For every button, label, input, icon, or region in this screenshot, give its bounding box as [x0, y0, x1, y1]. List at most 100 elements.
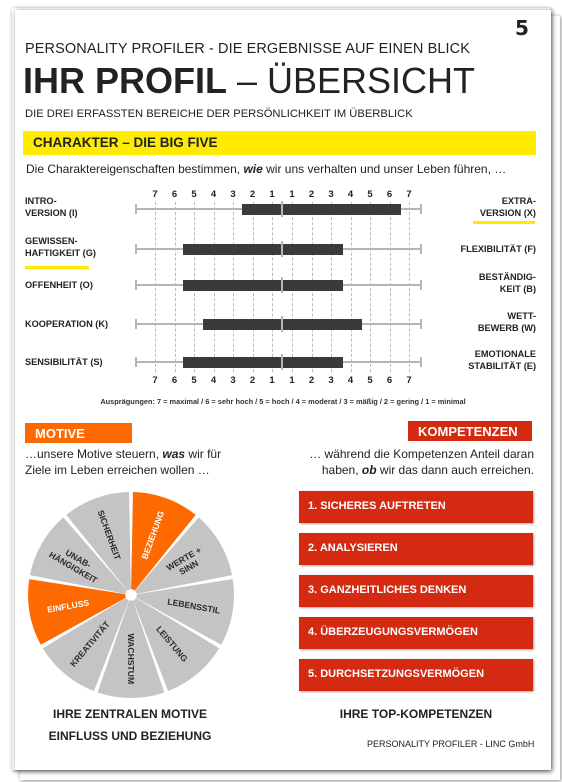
scale-tick-top-12: 6	[386, 189, 393, 200]
motive-segment-8	[29, 517, 128, 594]
scale-tick-bottom-9: 3	[328, 375, 334, 386]
kompetenz-label-1: 1. SICHERES AUFTRETEN	[308, 500, 446, 512]
scale-tick-top-8: 2	[308, 189, 315, 200]
kompetenzen-text: … während die Kompetenzen Anteil daran ha…	[294, 446, 534, 478]
gridline-13	[409, 202, 410, 372]
scale-tick-bottom-10: 4	[347, 375, 354, 386]
komp-text-b2: wir das dann auch erreichen.	[376, 463, 534, 477]
page-title: IHR PROFIL – ÜBERSICHT	[23, 60, 475, 102]
scale-tick-top-11: 5	[367, 189, 373, 200]
komp-text-a: … während die Kompetenzen Anteil daran	[309, 447, 534, 461]
scale-tick-bottom-12: 6	[386, 375, 393, 386]
trait-label-right-2: FLEXIBILITÄT (F)	[460, 244, 536, 254]
motive-segment-5	[97, 600, 165, 698]
motive-text: …unsere Motive steuern, was wir für Ziele…	[25, 446, 221, 478]
trait-label-left-3: OFFENHEIT (O)	[25, 280, 93, 290]
kompetenz-label-5: 5. DURCHSETZUNGSVERMÖGEN	[308, 668, 485, 680]
gridline-12	[389, 202, 391, 372]
axis-end-left-3	[135, 280, 137, 290]
trait-bar-5	[183, 357, 343, 368]
scale-tick-top-0: 7	[152, 189, 158, 200]
intro-text-a: Die Charaktereigenschaften bestimmen,	[26, 162, 244, 176]
scale-tick-bottom-0: 7	[152, 375, 158, 386]
page-shadow-middle: 5 PERSONALITY PROFILER - DIE ERGEBNISSE …	[12, 8, 551, 770]
highlight-gewissenhaftigkeit	[25, 266, 89, 269]
scale-tick-bottom-3: 4	[210, 375, 217, 386]
gridline-11	[370, 202, 371, 372]
trait-label-right-3: BESTÄNDIG- KEIT (B)	[478, 272, 536, 294]
title-bold: IHR PROFIL	[23, 60, 227, 101]
gridline-0	[155, 202, 156, 372]
kompetenz-label-2: 2. ANALYSIEREN	[308, 542, 398, 554]
trait-bar-2	[183, 244, 343, 255]
scale-tick-bottom-6: 1	[269, 375, 275, 386]
scale-tick-bottom-7: 1	[289, 375, 295, 386]
axis-end-left-5	[135, 357, 137, 367]
scale-tick-top-7: 1	[289, 189, 295, 200]
trait-bar-1	[241, 204, 401, 215]
center-mark-1	[281, 201, 283, 217]
motive-segment-3	[136, 579, 235, 645]
kompetenz-label-3: 3. GANZHEITLICHES DENKEN	[308, 584, 467, 596]
kompetenz-item-3: 3. GANZHEITLICHES DENKEN	[299, 575, 533, 607]
axis-end-right-2	[420, 244, 422, 254]
motive-segment-6	[42, 598, 129, 692]
scale-tick-top-4: 3	[230, 189, 236, 200]
scale-tick-bottom-4: 3	[230, 375, 236, 386]
top-heading: PERSONALITY PROFILER - DIE ERGEBNISSE AU…	[25, 41, 470, 57]
scale-tick-top-13: 7	[406, 189, 412, 200]
scale-tick-bottom-13: 7	[406, 375, 412, 386]
axis-end-left-2	[135, 244, 137, 254]
kompetenzen-heading-bar: KOMPETENZEN	[408, 421, 532, 441]
kompetenz-label-4: 4. ÜBERZEUGUNGSVERMÖGEN	[308, 626, 478, 638]
motive-text-em: was	[162, 447, 186, 461]
trait-label-left-5: SENSIBILITÄT (S)	[25, 357, 103, 367]
motive-text-a: …unsere Motive steuern,	[25, 447, 163, 461]
character-intro: Die Charaktereigenschaften bestimmen, wi…	[26, 162, 506, 176]
kompetenzen-caption: IHRE TOP-KOMPETENZEN	[339, 707, 493, 721]
kompetenz-item-5: 5. DURCHSETZUNGSVERMÖGEN	[299, 659, 533, 691]
axis-end-right-1	[420, 204, 422, 214]
character-heading-bar: CHARAKTER – DIE BIG FIVE	[23, 131, 536, 155]
scale-tick-bottom-11: 5	[367, 375, 373, 386]
motive-label-5: WACHSTUM	[126, 634, 136, 685]
intro-text-b: wir uns verhalten und unser Leben führen…	[262, 162, 507, 176]
scale-tick-bottom-1: 6	[171, 375, 178, 386]
axis-end-left-4	[135, 319, 137, 329]
scale-tick-top-2: 5	[191, 189, 197, 200]
motive-caption-2: EINFLUSS UND BEZIEHUNG	[48, 729, 212, 743]
trait-label-right-4: WETT- BEWERB (W)	[477, 311, 536, 333]
komp-text-em: ob	[361, 463, 377, 477]
kompetenzen-heading: KOMPETENZEN	[418, 424, 518, 439]
scale-tick-bottom-5: 2	[249, 375, 256, 386]
scale-tick-bottom-2: 5	[191, 375, 197, 386]
page-subtitle: DIE DREI ERFASSTEN BEREICHE DER PERSÖNLI…	[25, 108, 413, 120]
kompetenz-item-1: 1. SICHERES AUFTRETEN	[299, 491, 533, 523]
scale-tick-top-9: 3	[328, 189, 334, 200]
axis-end-right-4	[420, 319, 422, 329]
kompetenz-item-4: 4. ÜBERZEUGUNGSVERMÖGEN	[299, 617, 533, 649]
scale-tick-top-1: 6	[171, 189, 178, 200]
intro-text-em: wie	[243, 162, 263, 176]
axis-end-left-1	[135, 204, 137, 214]
trait-label-right-1: EXTRA- VERSION (X)	[479, 196, 536, 218]
level-legend: Ausprägungen: 7 = maximal / 6 = sehr hoc…	[100, 397, 466, 406]
trait-label-left-2: GEWISSEN- HAFTIGKEIT (G)	[25, 236, 96, 258]
trait-label-left-1: INTRO- VERSION (I)	[25, 196, 78, 218]
motive-caption-1: IHRE ZENTRALEN MOTIVE	[52, 707, 207, 721]
center-mark-4	[281, 316, 283, 332]
highlight-extraversion	[473, 221, 535, 224]
scale-tick-top-6: 1	[269, 189, 275, 200]
character-heading: CHARAKTER – DIE BIG FIVE	[33, 135, 218, 150]
motive-heading: MOTIVE	[35, 426, 85, 441]
axis-end-right-5	[420, 357, 422, 367]
scale-tick-top-3: 4	[210, 189, 217, 200]
motive-text-c: Ziele im Leben erreichen wollen …	[25, 463, 210, 477]
motive-segment-7	[27, 579, 126, 645]
center-mark-3	[281, 277, 283, 293]
axis-end-right-3	[420, 280, 422, 290]
trait-label-right-5: EMOTIONALE STABILITÄT (E)	[468, 349, 536, 371]
profile-page: 5 PERSONALITY PROFILER - DIE ERGEBNISSE …	[15, 10, 551, 770]
komp-text-b1: haben,	[321, 463, 362, 477]
